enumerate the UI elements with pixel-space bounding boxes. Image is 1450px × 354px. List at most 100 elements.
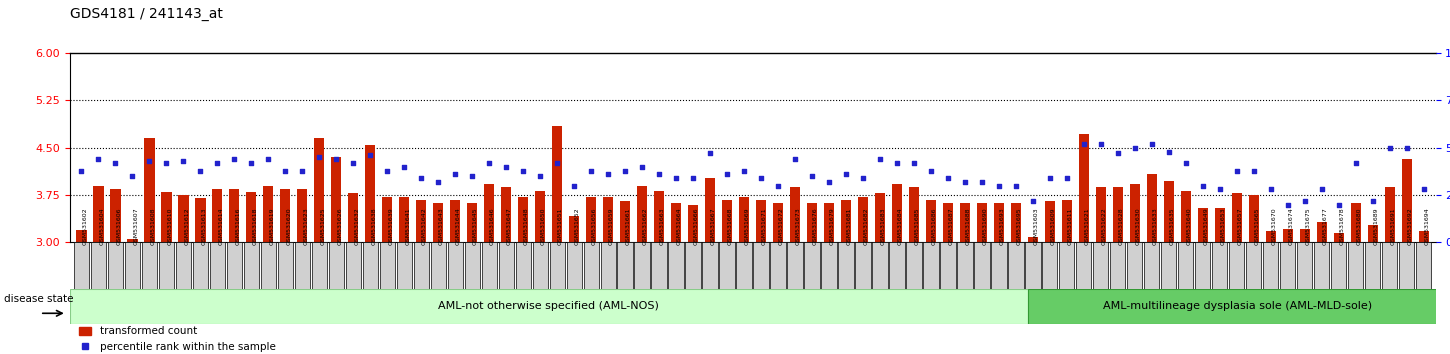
- Text: GSM531651: GSM531651: [558, 207, 563, 245]
- Text: GSM531606: GSM531606: [116, 207, 122, 245]
- FancyBboxPatch shape: [261, 242, 276, 289]
- Point: [1327, 202, 1350, 207]
- Bar: [977, 203, 987, 242]
- Text: GSM531635: GSM531635: [1170, 207, 1174, 245]
- FancyBboxPatch shape: [992, 242, 1006, 289]
- Point: [715, 171, 738, 177]
- Text: GSM531686: GSM531686: [932, 207, 937, 245]
- Text: GSM531670: GSM531670: [1272, 207, 1276, 245]
- Text: GSM531619: GSM531619: [270, 207, 274, 245]
- Point: [1005, 183, 1028, 188]
- FancyBboxPatch shape: [770, 242, 786, 289]
- FancyBboxPatch shape: [754, 242, 768, 289]
- Bar: [348, 193, 358, 242]
- FancyBboxPatch shape: [91, 242, 106, 289]
- FancyBboxPatch shape: [329, 242, 344, 289]
- FancyBboxPatch shape: [651, 242, 667, 289]
- FancyBboxPatch shape: [889, 242, 905, 289]
- FancyBboxPatch shape: [532, 242, 548, 289]
- FancyBboxPatch shape: [821, 242, 837, 289]
- Bar: [1418, 231, 1428, 242]
- FancyBboxPatch shape: [1348, 242, 1363, 289]
- Text: GSM531625: GSM531625: [320, 207, 325, 245]
- Point: [325, 156, 348, 162]
- Text: GSM531661: GSM531661: [626, 207, 631, 245]
- Point: [1190, 183, 1214, 188]
- Bar: [247, 192, 257, 242]
- Bar: [1164, 181, 1175, 242]
- Text: GSM531602: GSM531602: [83, 207, 87, 245]
- Text: GSM531642: GSM531642: [422, 207, 428, 245]
- Point: [919, 168, 943, 173]
- Bar: [790, 187, 800, 242]
- Point: [580, 168, 603, 173]
- FancyBboxPatch shape: [125, 242, 141, 289]
- Bar: [841, 200, 851, 242]
- Text: GSM531618: GSM531618: [252, 207, 257, 245]
- Bar: [687, 205, 699, 242]
- FancyBboxPatch shape: [226, 242, 242, 289]
- Point: [1208, 187, 1231, 192]
- FancyBboxPatch shape: [719, 242, 735, 289]
- Text: GSM531690: GSM531690: [983, 207, 987, 245]
- Text: GSM531694: GSM531694: [1424, 207, 1430, 245]
- FancyBboxPatch shape: [1314, 242, 1330, 289]
- Point: [171, 158, 194, 164]
- Text: GSM531674: GSM531674: [1289, 207, 1293, 245]
- FancyBboxPatch shape: [193, 242, 207, 289]
- FancyBboxPatch shape: [940, 242, 956, 289]
- Bar: [383, 197, 393, 242]
- Bar: [1283, 229, 1293, 242]
- Point: [1174, 160, 1198, 166]
- Text: GSM531672: GSM531672: [779, 207, 784, 245]
- Text: GSM531621: GSM531621: [1085, 207, 1090, 245]
- FancyBboxPatch shape: [464, 242, 480, 289]
- Point: [512, 168, 535, 173]
- Point: [70, 168, 93, 173]
- Text: GSM531647: GSM531647: [507, 207, 512, 245]
- FancyBboxPatch shape: [312, 242, 328, 289]
- FancyBboxPatch shape: [278, 242, 293, 289]
- Bar: [722, 200, 732, 242]
- Text: GSM531611: GSM531611: [1067, 207, 1073, 245]
- FancyBboxPatch shape: [567, 242, 581, 289]
- Point: [410, 175, 434, 181]
- FancyBboxPatch shape: [787, 242, 803, 289]
- Point: [851, 175, 874, 181]
- Point: [477, 160, 500, 166]
- Point: [444, 171, 467, 177]
- Bar: [502, 187, 512, 242]
- Point: [1225, 168, 1248, 173]
- Bar: [1096, 187, 1106, 242]
- Point: [494, 164, 518, 170]
- Point: [1378, 145, 1401, 150]
- Bar: [1402, 159, 1412, 242]
- Text: GSM531675: GSM531675: [1305, 207, 1311, 245]
- FancyBboxPatch shape: [210, 242, 225, 289]
- Legend: transformed count, percentile rank within the sample: transformed count, percentile rank withi…: [75, 322, 280, 354]
- Bar: [568, 216, 579, 242]
- Point: [1038, 175, 1061, 181]
- FancyBboxPatch shape: [737, 242, 751, 289]
- Text: GSM531644: GSM531644: [457, 207, 461, 245]
- Bar: [1147, 174, 1157, 242]
- Point: [426, 179, 450, 185]
- Bar: [1317, 222, 1327, 242]
- Bar: [858, 197, 869, 242]
- FancyBboxPatch shape: [838, 242, 854, 289]
- Point: [563, 183, 586, 188]
- FancyBboxPatch shape: [906, 242, 922, 289]
- Bar: [315, 138, 325, 242]
- Text: GSM531646: GSM531646: [490, 207, 494, 245]
- Point: [664, 175, 687, 181]
- Text: GDS4181 / 241143_at: GDS4181 / 241143_at: [70, 7, 222, 21]
- Text: GSM531620: GSM531620: [286, 207, 291, 245]
- Bar: [909, 187, 919, 242]
- Bar: [264, 185, 274, 242]
- Text: GSM531662: GSM531662: [642, 207, 648, 245]
- FancyBboxPatch shape: [397, 242, 412, 289]
- FancyBboxPatch shape: [805, 242, 819, 289]
- Bar: [212, 189, 222, 242]
- Point: [1293, 198, 1317, 204]
- Point: [1362, 198, 1385, 204]
